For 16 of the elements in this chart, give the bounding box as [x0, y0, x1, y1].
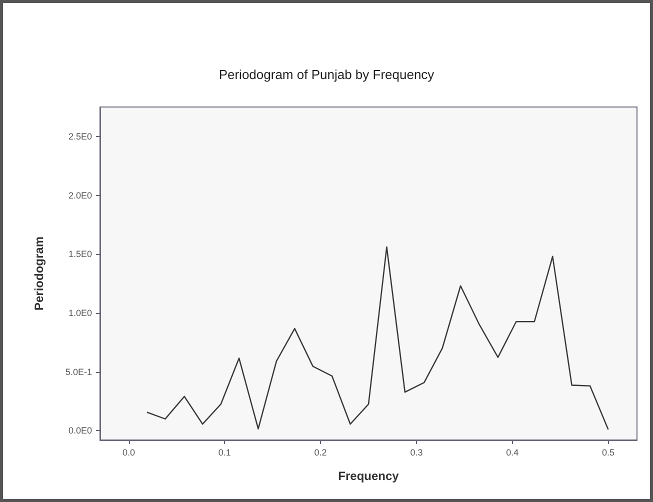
y-tick-label: 5.0E-1: [65, 366, 92, 377]
y-tick-label: 2.5E0: [68, 131, 92, 142]
y-tick-label: 0.0E0: [68, 426, 92, 436]
x-tick-label: 0.3: [410, 448, 423, 458]
x-tick-label: 0.4: [506, 448, 519, 458]
y-tick-label: 1.0E0: [68, 308, 92, 318]
x-tick-label: 0.1: [218, 448, 231, 458]
line-series: [146, 246, 609, 430]
x-tick-label: 0.2: [314, 448, 327, 458]
y-tick-label: 1.5E0: [68, 249, 92, 260]
x-tick-label: 0.0: [122, 448, 136, 458]
x-tick-label: 0.5: [602, 448, 614, 458]
chart-title: Periodogram of Punjab by Frequency: [218, 67, 435, 82]
x-axis-title: Frequency: [338, 469, 400, 483]
y-tick-label: 2.0E0: [68, 190, 92, 200]
y-axis-title: Periodogram: [32, 236, 46, 311]
